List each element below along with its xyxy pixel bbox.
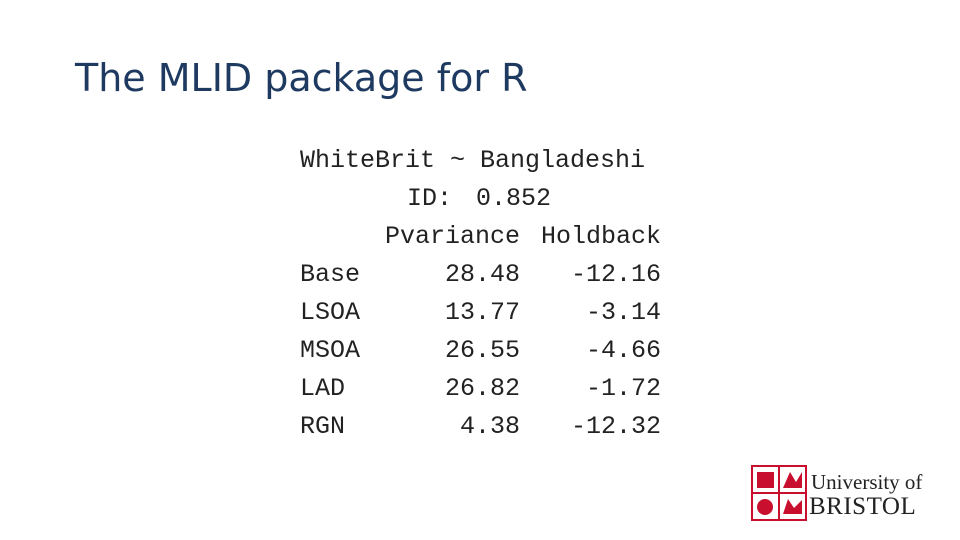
formula: WhiteBrit ~ Bangladeshi xyxy=(300,146,646,175)
logo-text: BRISTOL xyxy=(809,493,917,520)
row-label: RGN xyxy=(300,412,346,441)
row-label: LAD xyxy=(300,374,346,403)
column-header: Pvariance xyxy=(384,222,520,251)
cell: 28.48 xyxy=(444,260,520,289)
cell: 26.55 xyxy=(444,336,520,365)
id-label: ID: xyxy=(406,184,452,213)
row-label: LSOA xyxy=(300,298,361,327)
column-header: Holdback xyxy=(540,222,661,251)
cell: -12.32 xyxy=(570,412,661,441)
row-label: MSOA xyxy=(300,336,361,365)
id-value: 0.852 xyxy=(476,184,552,213)
logo-crest xyxy=(751,465,807,521)
cell: -1.72 xyxy=(585,374,661,403)
cell: -4.66 xyxy=(585,336,661,365)
logo-text: University of xyxy=(811,470,923,494)
cell: -3.14 xyxy=(585,298,661,327)
cell: 26.82 xyxy=(444,374,520,403)
cell: -12.16 xyxy=(570,260,661,289)
cell: 13.77 xyxy=(444,298,520,327)
slide-title: The MLID package for R xyxy=(75,56,528,100)
row-label: Base xyxy=(300,260,361,289)
cell: 4.38 xyxy=(459,412,520,441)
